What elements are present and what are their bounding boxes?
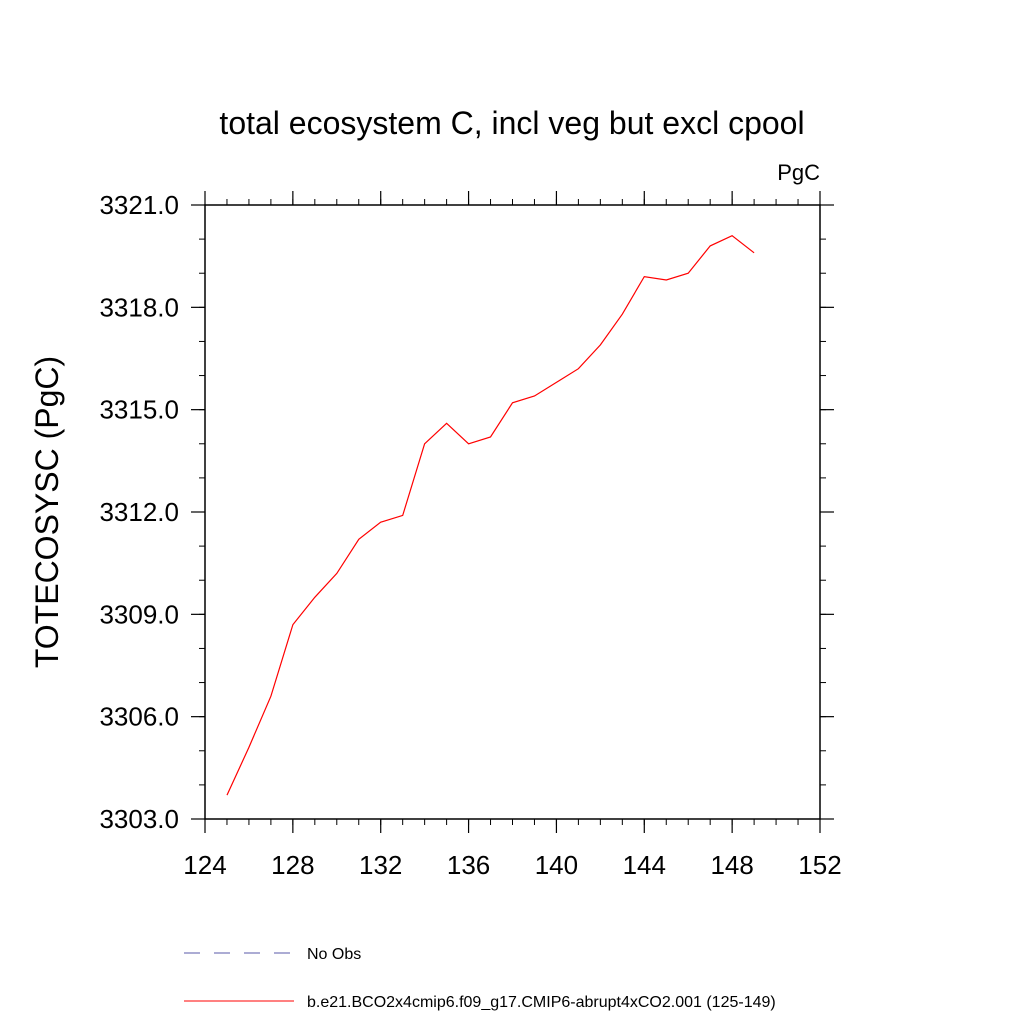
x-tick-label: 136: [447, 850, 490, 880]
legend: No Obs b.e21.BCO2x4cmip6.f09_g17.CMIP6-ab…: [184, 946, 776, 1011]
units-label: PgC: [777, 160, 820, 185]
plot-axes: 3303.0 3306.0 3309.0 3312.0 3315.0 3318.0 3321…: [99, 190, 841, 880]
y-tick-label: 3315.0: [99, 395, 179, 425]
series-line: [226, 235, 755, 796]
y-axis-label: TOTECOSYSC (PgC): [29, 356, 65, 668]
legend-label: b.e21.BCO2x4cmip6.f09_g17.CMIP6-abrupt4x…: [307, 994, 776, 1011]
x-tick-label: 124: [183, 850, 226, 880]
x-tick-label: 152: [798, 850, 841, 880]
y-tick-label: 3312.0: [99, 497, 179, 527]
x-tick-label: 128: [271, 850, 314, 880]
y-tick-label: 3309.0: [99, 599, 179, 629]
x-tick-label: 140: [535, 850, 578, 880]
legend-label: No Obs: [307, 946, 361, 963]
x-tick-label: 148: [710, 850, 753, 880]
x-tick-label: 132: [359, 850, 402, 880]
y-tick-label: 3306.0: [99, 702, 179, 732]
x-tick-label: 144: [623, 850, 666, 880]
y-tick-label: 3303.0: [99, 804, 179, 834]
chart-title: total ecosystem C, incl veg but excl cpo…: [219, 105, 804, 141]
y-tick-label: 3318.0: [99, 292, 179, 322]
plot-frame: [204, 204, 821, 820]
series-layer: [226, 235, 755, 796]
y-tick-label: 3321.0: [99, 190, 179, 220]
